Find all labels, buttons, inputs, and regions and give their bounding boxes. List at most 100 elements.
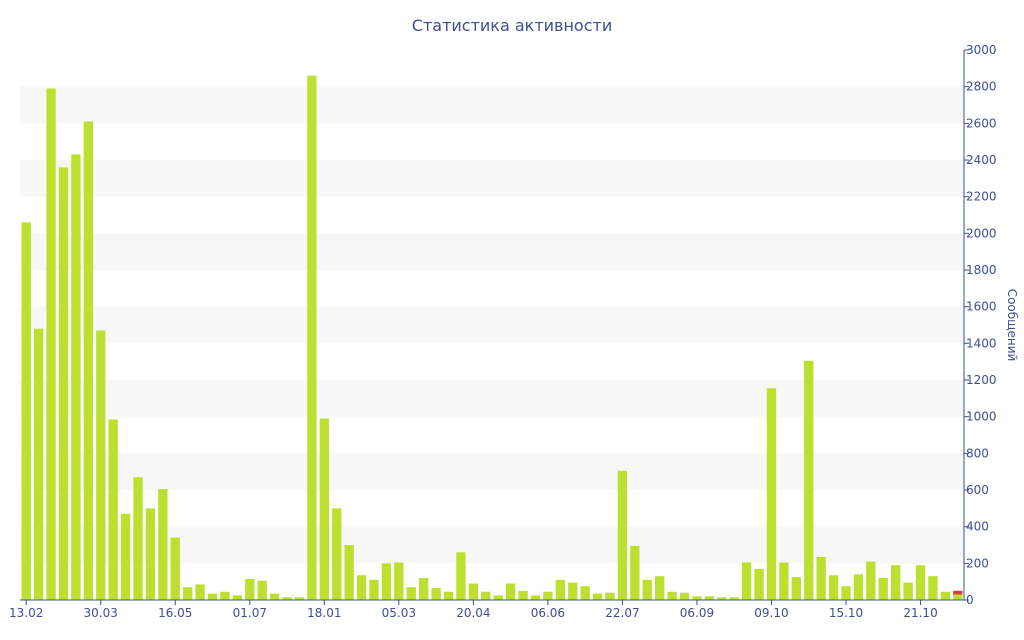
y-tick-label: 1600 [966,300,997,314]
bar [841,586,851,600]
bar [120,513,131,600]
bar [282,597,292,600]
bar [195,584,205,600]
bar [71,154,81,600]
grid-band [20,233,964,270]
bars-group [21,75,963,601]
bar [903,582,913,600]
bar [170,537,180,600]
bar [96,330,106,600]
y-axis-ticks: 0 200 400 600 800 1000 1200 1400 1600 1800 2000 220… [964,43,997,607]
bar [356,575,367,600]
y-tick-label: 3000 [966,43,997,57]
y-axis-label: Сообщений [1005,289,1019,362]
y-tick-label: 2800 [966,80,997,94]
bar [158,489,168,600]
x-tick-label: 20.04 [456,606,490,620]
bar [940,591,951,600]
bar [381,563,392,600]
y-tick-label: 1800 [966,263,997,277]
y-tick-label: 1400 [966,336,997,350]
bar [804,360,814,600]
y-tick-label: 2000 [966,226,997,240]
bar [679,592,690,600]
grid-band [20,160,964,197]
bar [667,591,677,600]
bar [431,588,441,600]
bar [58,167,69,600]
bar [183,587,193,600]
axes-group [20,50,965,601]
bar [692,596,702,600]
bar [828,575,839,600]
bar [220,591,230,600]
x-tick-label: 22.07 [605,606,639,620]
bar-highlight-segment [953,590,963,595]
bar [853,574,864,600]
bar [332,508,342,600]
bar [915,565,926,600]
bar [443,591,454,600]
chart-title: Статистика активности [412,16,612,35]
bar [655,576,665,600]
y-tick-label: 800 [966,446,989,460]
bar [419,578,429,600]
bar [46,88,56,600]
bar [555,579,565,600]
bar [580,586,590,600]
bar [369,579,379,600]
bar [145,508,156,600]
bar [269,593,280,600]
x-tick-label: 13.02 [9,606,43,620]
bar [729,597,739,600]
bar [257,580,267,600]
bar [406,587,416,600]
bar [953,590,963,600]
bar [928,576,938,600]
x-tick-label: 21.10 [903,606,937,620]
x-tick-label: 01.07 [233,606,267,620]
x-tick-label: 09.10 [754,606,788,620]
bar [108,419,118,600]
grid-band [20,306,964,344]
bar [630,545,640,600]
bar [294,597,305,600]
bar [642,579,652,600]
y-tick-label: 2200 [966,190,997,204]
x-axis-ticks: 13.02 30.03 16.05 01.07 18.01 05.03 20.04 06.06… [9,600,938,620]
x-tick-label: 18.01 [307,606,341,620]
bar [307,75,317,601]
bar [605,592,615,600]
bar [816,556,826,600]
bar [878,578,888,600]
bar [493,595,503,600]
bar [481,591,491,600]
bar [344,545,354,600]
x-tick-label: 30.03 [84,606,118,620]
bar [133,477,143,600]
bar [33,328,44,600]
grid-band [20,86,964,124]
grid-band [20,453,964,490]
x-tick-label: 15.10 [829,606,863,620]
bar [245,578,255,600]
bar [791,577,801,600]
bar [319,418,329,600]
bar [21,222,31,600]
grid-band [20,380,964,417]
bar [617,470,628,600]
bar [505,583,516,600]
y-tick-label: 0 [966,593,974,607]
x-tick-label: 05.03 [382,606,416,620]
bar [891,565,901,600]
bar [592,593,603,600]
x-tick-label: 16.05 [158,606,192,620]
bar [779,562,789,600]
y-tick-label: 2600 [966,116,997,130]
bar [83,121,93,600]
y-tick-label: 1200 [966,373,997,387]
y-tick-label: 400 [966,520,989,534]
bar [766,388,777,600]
